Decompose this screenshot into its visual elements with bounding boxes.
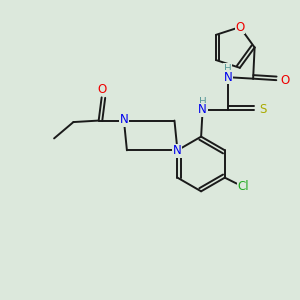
Text: O: O — [280, 74, 289, 87]
Text: N: N — [173, 144, 182, 158]
Text: Cl: Cl — [237, 180, 249, 193]
Text: N: N — [224, 71, 232, 84]
Text: S: S — [259, 103, 267, 116]
Text: O: O — [97, 82, 106, 96]
Text: H: H — [224, 64, 232, 74]
Text: N: N — [120, 113, 128, 127]
Text: H: H — [199, 97, 206, 106]
Text: O: O — [235, 21, 244, 34]
Text: N: N — [198, 103, 207, 116]
